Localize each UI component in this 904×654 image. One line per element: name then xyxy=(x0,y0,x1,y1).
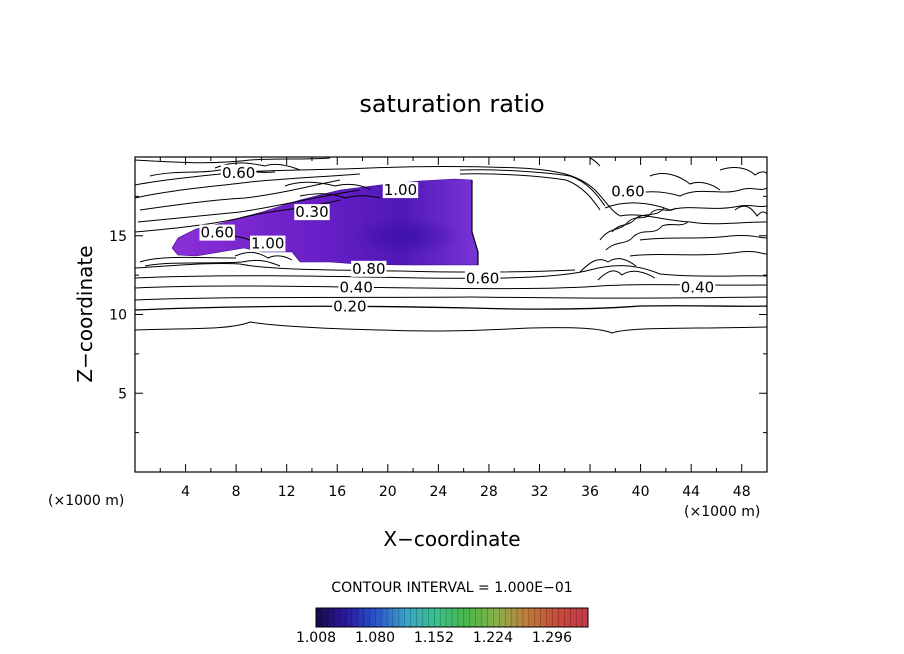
contour-label-bg xyxy=(382,182,419,199)
contour-label: 0.80 xyxy=(352,260,385,278)
contour-label-bg xyxy=(338,279,374,296)
contour-label-bg xyxy=(610,183,646,200)
contour-label: 0.40 xyxy=(681,279,714,297)
y-axis-ticks: 5 10 15 xyxy=(109,195,767,434)
contour-label: 0.60 xyxy=(611,183,644,201)
colorbar-tick-label: 1.296 xyxy=(532,630,572,646)
chart-title: saturation ratio xyxy=(359,90,544,118)
x-axis-label: X−coordinate xyxy=(383,527,520,551)
supersaturation-core xyxy=(350,216,460,256)
y-tick-label: 5 xyxy=(118,386,127,402)
contour-label: 1.00 xyxy=(384,181,417,199)
contour-label-bg xyxy=(679,279,716,296)
colorbar-tick-label: 1.152 xyxy=(414,630,454,646)
x-tick-label: 44 xyxy=(682,484,700,500)
x-tick-label: 8 xyxy=(232,484,241,500)
y-axis-label: Z−coordinate xyxy=(73,245,97,382)
x-tick-label: 20 xyxy=(379,484,397,500)
x-tick-label: 4 xyxy=(181,484,190,500)
cloud-outline xyxy=(471,180,479,265)
z-axis-unit: (×1000 m) xyxy=(48,493,124,509)
x-tick-label: 32 xyxy=(531,484,549,500)
contour-label: 0.60 xyxy=(200,224,233,242)
x-axis-unit: (×1000 m) xyxy=(684,504,760,520)
contour-label: 0.30 xyxy=(295,203,328,221)
colorbar-ticks: 1.008 1.080 1.152 1.224 1.296 xyxy=(296,630,572,646)
contour-label-bg xyxy=(464,270,501,287)
contour-label-bg xyxy=(332,298,368,315)
x-tick-label: 12 xyxy=(278,484,296,500)
contour-label: 0.40 xyxy=(339,279,372,297)
x-tick-label: 16 xyxy=(328,484,346,500)
x-tick-label: 28 xyxy=(480,484,498,500)
contour-label: 0.60 xyxy=(222,164,255,182)
contour-interval: CONTOUR INTERVAL = 1.000E−01 xyxy=(331,580,572,596)
colorbar-tick-label: 1.224 xyxy=(473,630,513,646)
contour-label-bg xyxy=(199,224,235,241)
y-tick-label: 15 xyxy=(109,229,127,245)
colorbar-tick-label: 1.080 xyxy=(355,630,395,646)
y-tick-label: 10 xyxy=(109,308,127,324)
colorbar-tick-label: 1.008 xyxy=(296,630,336,646)
x-axis-ticks: 4 8 12 16 20 24 28 32 36 40 44 48 xyxy=(159,157,751,500)
x-tick-label: 24 xyxy=(429,484,447,500)
contour-label: 1.00 xyxy=(251,235,284,253)
contour-label: 0.20 xyxy=(333,298,366,316)
x-tick-label: 48 xyxy=(733,484,751,500)
plot-area xyxy=(135,157,767,334)
contour-label-bg xyxy=(220,164,257,181)
x-tick-label: 36 xyxy=(581,484,599,500)
contour-labels: 0.60 1.00 0.60 0.30 0.60 1.00 0.80 0.60 0.40 0.40… xyxy=(199,164,716,316)
colorbar-stripes xyxy=(321,608,583,627)
contour-label: 0.60 xyxy=(466,269,499,287)
x-tick-label: 40 xyxy=(632,484,650,500)
contour-label-bg xyxy=(294,204,330,221)
contour-label-bg xyxy=(250,235,286,252)
contour-label-bg xyxy=(351,260,387,277)
